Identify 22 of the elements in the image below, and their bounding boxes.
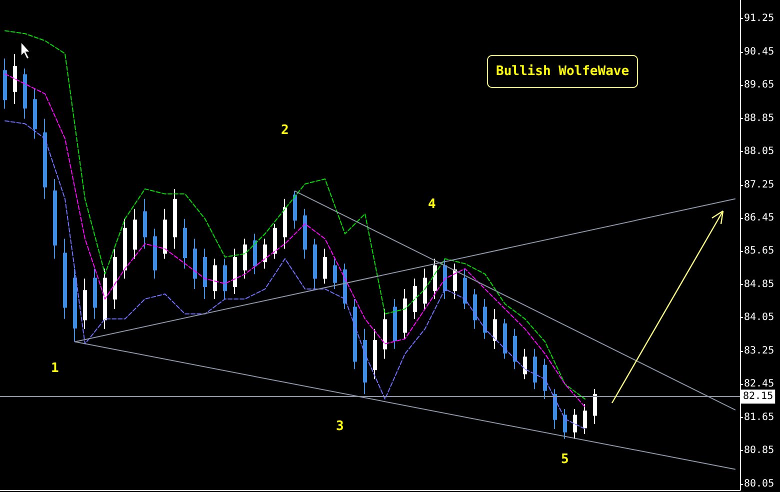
y-tick-label: 87.25 [744, 179, 774, 190]
y-tick-label: 89.65 [744, 80, 774, 91]
annotation: 5 [561, 452, 569, 467]
ref-line-label: 82.15 [743, 391, 774, 402]
annotation: 4 [428, 197, 436, 212]
y-tick-label: 88.85 [744, 112, 774, 124]
y-tick-label: 82.45 [744, 378, 774, 390]
y-tick-label: 91.25 [744, 13, 774, 24]
annotation: 3 [336, 419, 344, 434]
y-tick-label: 84.85 [744, 278, 774, 290]
y-tick-label: 83.25 [744, 345, 774, 356]
y-tick-label: 90.45 [744, 46, 774, 58]
y-tick-label: 85.65 [744, 246, 774, 257]
y-tick-label: 88.05 [744, 146, 774, 158]
annotation: 2 [281, 123, 289, 138]
y-tick-label: 84.05 [744, 312, 774, 324]
y-tick-label: 81.65 [744, 412, 774, 423]
annotation: 1 [51, 361, 59, 376]
y-tick-label: 80.85 [744, 445, 774, 456]
y-tick-label: 80.05 [744, 478, 774, 490]
y-tick-label: 86.45 [744, 212, 774, 224]
text: Bullish WolfeWave [496, 64, 630, 79]
